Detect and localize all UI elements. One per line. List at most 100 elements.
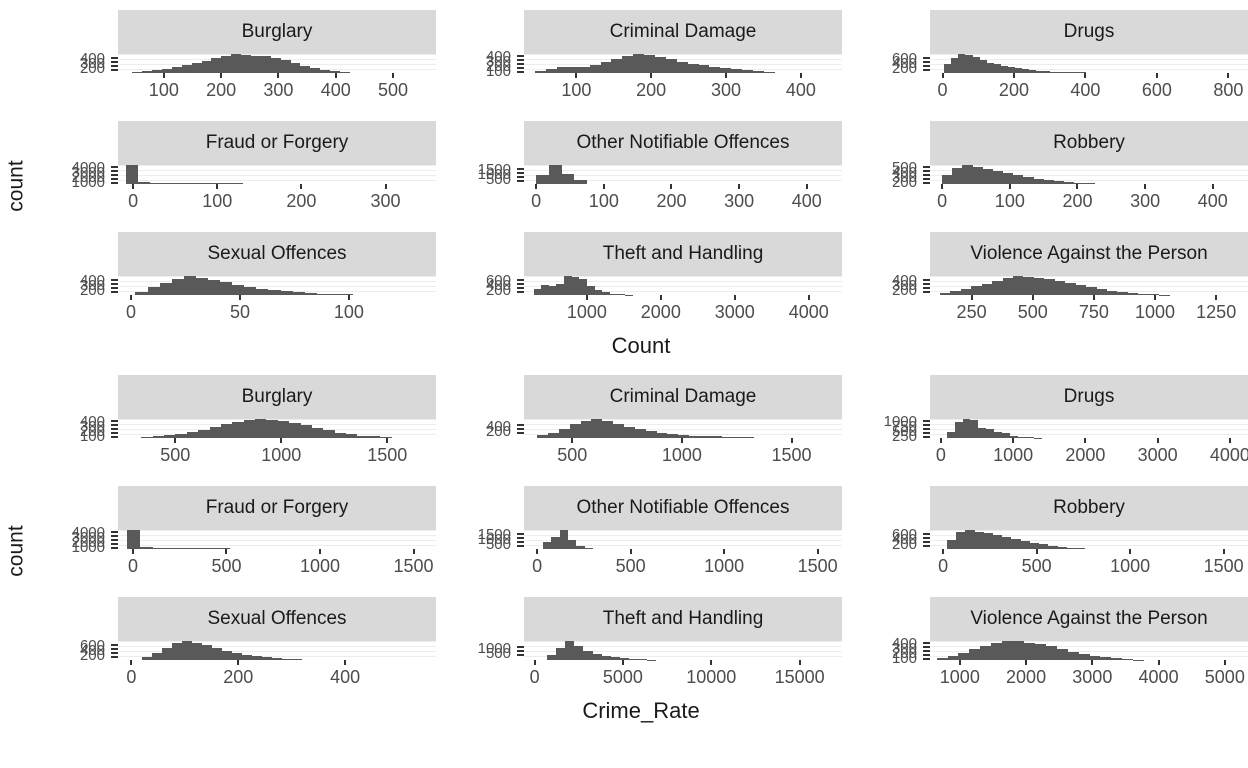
- histogram-bar: [192, 642, 203, 660]
- histogram-bar: [541, 284, 549, 295]
- x-tick-mark: [939, 438, 942, 443]
- histogram-bar: [152, 436, 165, 438]
- histogram-bar: [142, 656, 153, 660]
- y-tick-mark: [923, 68, 930, 71]
- x-tick-label: 0: [532, 556, 543, 576]
- y-tick-label: 1000: [477, 531, 511, 548]
- histogram-bar: [1138, 293, 1149, 295]
- histogram-bar: [665, 59, 677, 73]
- facet-strip: Violence Against the Person: [930, 232, 1248, 276]
- histogram-bar: [533, 289, 542, 295]
- histogram: [126, 165, 243, 184]
- y-tick-mark: [111, 165, 118, 168]
- y-tick-mark: [111, 530, 118, 533]
- facet-title: Burglary: [241, 386, 313, 407]
- facet-panel: [930, 276, 1248, 295]
- x-tick-mark: [805, 184, 808, 189]
- x-tick-label: 0: [126, 667, 137, 687]
- facet-strip: Theft and Handling: [524, 232, 842, 276]
- y-tick-label: 200: [79, 282, 105, 299]
- x-tick-mark: [1223, 660, 1226, 665]
- facet-panel: [118, 530, 436, 549]
- x-tick-label: 300: [370, 191, 401, 211]
- x-tick-label: 800: [1213, 80, 1244, 100]
- x-tick-label: 300: [263, 80, 294, 100]
- histogram: [542, 530, 594, 549]
- facet-panel: [524, 641, 842, 660]
- x-tick-label: 500: [615, 556, 646, 576]
- histogram-bar: [282, 658, 293, 660]
- histogram-bar: [1002, 537, 1012, 549]
- y-tick-mark: [923, 427, 930, 430]
- x-tick-label: 5000: [1204, 667, 1245, 687]
- histogram: [939, 276, 1170, 295]
- facet-drugs: Drugs 600 400 200 0 200 400 600 800: [846, 10, 1248, 105]
- histogram-bar: [232, 652, 243, 660]
- y-tick-mark: [923, 169, 930, 172]
- facet-robbery: Robbery 600 400 200 0 500 1000 1500: [846, 486, 1248, 581]
- count-chart-body: Burglary 400 300 200 100 200 300 400 500 Criminal…: [34, 10, 1248, 361]
- histogram-bar: [561, 173, 575, 184]
- x-axis: 100 200 300 400 500: [118, 73, 436, 105]
- y-tick-mark: [111, 435, 118, 438]
- x-tick-mark: [1031, 295, 1034, 300]
- y-axis-title-text: count: [5, 524, 28, 577]
- x-tick-label: 200: [656, 191, 687, 211]
- histogram-bar: [316, 293, 329, 295]
- histogram-bar: [1148, 294, 1160, 295]
- histogram-bar: [230, 183, 243, 184]
- y-tick-label: 100: [891, 649, 917, 667]
- x-tick-mark: [1222, 549, 1225, 554]
- histogram-bar: [1064, 182, 1075, 184]
- y-tick-mark: [923, 64, 930, 67]
- histogram-bar: [586, 285, 595, 295]
- x-tick-label: 3000: [1137, 445, 1178, 465]
- histogram-bar: [1100, 657, 1112, 660]
- facet-other-notifiable-offences: Other Notifiable Offences 1500 1000 500 0 100…: [440, 121, 842, 216]
- x-tick-label: 500: [557, 445, 588, 465]
- x-tick-label: 1500: [771, 445, 812, 465]
- y-axis-tick-labels: 1000 500: [440, 641, 524, 661]
- histogram-bar: [619, 658, 630, 660]
- facet-strip: Fraud or Forgery: [118, 486, 436, 530]
- y-tick-label: 400: [79, 642, 105, 659]
- x-tick-label: 1500: [393, 556, 434, 576]
- y-tick-mark: [111, 177, 118, 180]
- x-tick-label: 400: [1197, 191, 1228, 211]
- histogram-bar: [165, 548, 179, 549]
- y-tick-label: 500: [891, 158, 917, 176]
- x-tick-mark: [629, 549, 632, 554]
- x-tick-label: 0: [935, 445, 946, 465]
- histogram-bar: [556, 283, 565, 295]
- histogram-bar: [280, 291, 293, 295]
- y-tick-mark: [111, 290, 118, 293]
- histogram-bar: [556, 647, 566, 660]
- histogram-bar: [567, 66, 579, 73]
- y-tick-mark: [517, 532, 524, 535]
- x-tick-mark: [225, 549, 228, 554]
- histogram-bar: [944, 64, 952, 73]
- histogram-bar: [186, 431, 199, 438]
- x-tick-mark: [650, 73, 653, 78]
- facet-panel: [930, 165, 1248, 184]
- x-tick-mark: [621, 660, 624, 665]
- histogram-bar: [559, 530, 568, 549]
- x-tick-mark: [1012, 438, 1015, 443]
- y-tick-mark: [517, 175, 524, 178]
- histogram-bar: [1023, 276, 1034, 295]
- histogram: [127, 530, 231, 549]
- histogram-bar: [290, 63, 301, 73]
- histogram-bar: [135, 291, 148, 295]
- histogram-bar: [633, 54, 645, 73]
- facet-sexual-offences: Sexual Offences 600 400 200 0 200 400: [34, 597, 436, 692]
- histogram-bar: [580, 420, 592, 438]
- histogram-bar: [947, 656, 959, 660]
- histogram-bar: [162, 648, 173, 660]
- histogram-bar: [601, 655, 611, 660]
- histogram-bar: [951, 57, 959, 73]
- y-tick-label: 500: [485, 171, 511, 188]
- x-tick-label: 1500: [367, 445, 408, 465]
- histogram-bar: [962, 165, 973, 184]
- histogram-bar: [942, 174, 953, 184]
- y-tick-mark: [923, 649, 930, 652]
